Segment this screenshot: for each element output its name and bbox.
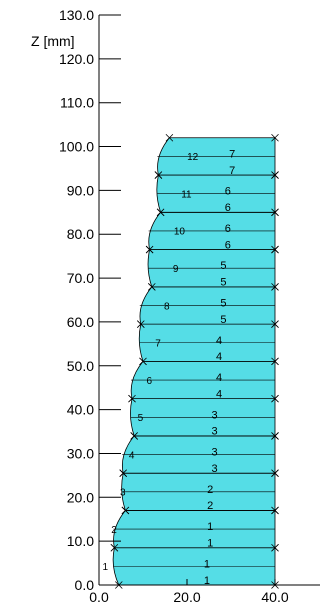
node-marker <box>271 283 279 291</box>
y-tick-label: 120.0 <box>59 51 94 67</box>
node-marker <box>145 245 154 254</box>
segment-sublabel-3: 2 <box>207 500 213 512</box>
side-label-5: 5 <box>138 413 144 424</box>
side-label-4: 4 <box>129 450 135 461</box>
segment-label-1: 1 <box>204 558 210 570</box>
side-label-2: 2 <box>111 525 117 536</box>
node-marker <box>271 208 279 217</box>
y-tick-label: 70.0 <box>67 270 94 286</box>
node-marker <box>119 469 127 477</box>
node-marker <box>154 171 163 179</box>
segment-sublabel-5: 3 <box>212 426 218 438</box>
segment-sublabel-2: 1 <box>207 538 213 550</box>
segment-label-6: 4 <box>216 372 222 384</box>
y-tick-label: 60.0 <box>67 314 94 330</box>
side-label-7: 7 <box>155 339 161 350</box>
node-marker <box>128 394 136 403</box>
y-tick-label: 50.0 <box>67 358 94 374</box>
segment-label-10: 6 <box>225 223 231 235</box>
y-tick-label: 0.0 <box>75 577 95 593</box>
side-label-11: 11 <box>181 189 192 200</box>
node-marker <box>271 320 279 328</box>
node-marker <box>121 506 130 515</box>
node-marker <box>271 394 279 403</box>
y-tick-label: 20.0 <box>67 489 94 505</box>
segment-label-12: 7 <box>229 148 235 160</box>
segment-sublabel-11: 6 <box>225 202 231 214</box>
segment-sublabel-1: 1 <box>204 575 210 587</box>
y-tick-label: 80.0 <box>67 226 94 242</box>
node-marker <box>271 543 279 552</box>
y-axis-label: Z [mm] <box>31 33 75 49</box>
node-marker <box>271 171 279 179</box>
segment-label-5: 3 <box>212 409 218 421</box>
segment-label-4: 3 <box>212 447 218 459</box>
segment-label-3: 2 <box>207 484 213 496</box>
node-marker <box>271 506 279 515</box>
side-label-10: 10 <box>174 227 186 238</box>
node-marker <box>130 432 138 440</box>
node-marker <box>137 320 145 328</box>
node-marker <box>139 357 147 366</box>
y-tick-label: 130.0 <box>59 7 94 23</box>
segment-sublabel-6: 4 <box>216 388 222 400</box>
side-label-12: 12 <box>187 152 199 163</box>
segment-sublabel-4: 3 <box>212 463 218 475</box>
x-tick-label: 0.0 <box>89 589 109 605</box>
side-label-1: 1 <box>102 562 108 573</box>
node-marker <box>271 432 279 440</box>
y-tick-label: 90.0 <box>67 182 94 198</box>
side-label-3: 3 <box>120 488 126 499</box>
node-marker <box>165 133 174 142</box>
segment-label-8: 5 <box>220 297 226 309</box>
segment-label-2: 1 <box>207 521 213 533</box>
node-marker <box>271 133 279 142</box>
x-tick-label: 20.0 <box>173 589 200 605</box>
node-marker <box>271 469 279 477</box>
node-marker <box>156 208 165 217</box>
segment-sublabel-9: 5 <box>220 277 226 289</box>
y-tick-label: 30.0 <box>67 445 94 461</box>
y-tick-label: 40.0 <box>67 402 94 418</box>
segment-sublabel-8: 5 <box>220 314 226 326</box>
axes: 0.010.020.030.040.050.060.070.080.090.01… <box>59 7 320 605</box>
y-tick-label: 100.0 <box>59 139 94 155</box>
node-marker <box>271 245 279 254</box>
segment-sublabel-12: 7 <box>229 165 235 177</box>
segment-sublabel-10: 6 <box>225 239 231 251</box>
node-marker <box>148 283 156 291</box>
segment-label-11: 6 <box>225 186 231 198</box>
node-marker <box>110 543 119 552</box>
side-label-6: 6 <box>146 376 152 387</box>
y-tick-label: 10.0 <box>67 533 94 549</box>
segment-label-9: 5 <box>220 260 226 272</box>
node-marker <box>271 357 279 366</box>
side-label-8: 8 <box>164 301 170 312</box>
y-tick-label: 110.0 <box>60 95 94 111</box>
side-label-9: 9 <box>173 264 179 275</box>
segment-label-7: 4 <box>216 335 222 347</box>
segment-sublabel-7: 4 <box>216 351 222 363</box>
x-tick-label: 40.0 <box>261 589 288 605</box>
